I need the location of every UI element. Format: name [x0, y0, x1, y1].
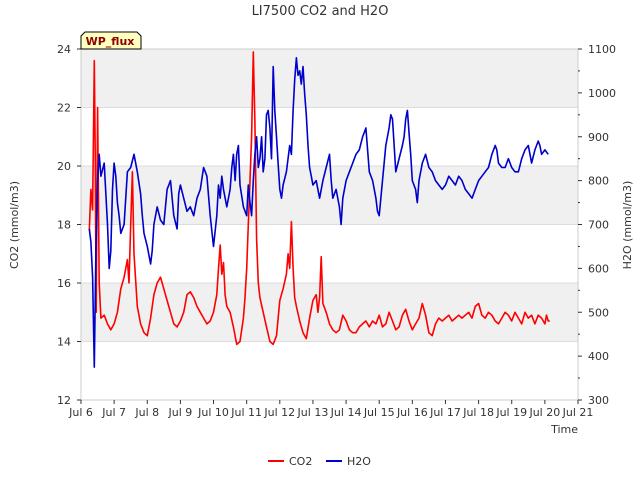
y-right-tick-label: 500 — [588, 306, 609, 319]
y-right-tick-label: 900 — [588, 131, 609, 144]
grid-bands — [81, 48, 578, 401]
y-axis-right-label: H2O (mmol/m3) — [621, 181, 634, 270]
series-line-h2o — [88, 57, 549, 368]
x-tick-label: Jul 9 — [168, 406, 193, 419]
y-left-tick-label: 24 — [57, 43, 71, 56]
y-right-tick-label: 300 — [588, 394, 609, 407]
y-left-tick-label: 20 — [57, 160, 71, 173]
legend-label-co2: CO2 — [289, 455, 312, 468]
y-axis-left: 12 14 16 18 20 22 24 — [57, 43, 81, 407]
x-tick-label: Jul 15 — [363, 406, 395, 419]
series-line-co2 — [88, 51, 550, 346]
y-right-tick-label: 1000 — [588, 87, 616, 100]
legend: CO2 H2O — [268, 455, 371, 468]
x-tick-label: Jul 14 — [330, 406, 362, 419]
y-right-tick-label: 1100 — [588, 43, 616, 56]
y-left-tick-label: 18 — [57, 219, 71, 232]
grid-band — [81, 283, 578, 342]
x-tick-label: Jul 11 — [230, 406, 262, 419]
badge-background — [80, 31, 142, 50]
x-tick-label: Jul 16 — [396, 406, 428, 419]
grid-band — [81, 49, 578, 108]
y-left-tick-label: 12 — [57, 394, 71, 407]
x-tick-label: Jul 8 — [134, 406, 159, 419]
y-left-tick-label: 16 — [57, 277, 71, 290]
x-tick-label: Jul 13 — [297, 406, 329, 419]
x-tick-label: Jul 18 — [462, 406, 494, 419]
y-left-tick-label: 14 — [57, 336, 71, 349]
y-right-tick-label: 600 — [588, 262, 609, 275]
y-axis-left-label: CO2 (mmol/m3) — [8, 181, 21, 269]
x-tick-label: Jul 6 — [68, 406, 93, 419]
x-tick-label: Jul 17 — [429, 406, 461, 419]
x-tick-label: Jul 10 — [197, 406, 229, 419]
x-tick-label: Jul 20 — [528, 406, 560, 419]
y-right-tick-label: 700 — [588, 219, 609, 232]
chart-title: LI7500 CO2 and H2O — [252, 4, 389, 19]
y-right-tick-label: 800 — [588, 175, 609, 188]
y-left-tick-label: 22 — [57, 102, 71, 115]
series-layer — [88, 51, 550, 368]
x-axis-label: Time — [550, 423, 578, 436]
x-tick-label: Jul 21 — [562, 406, 594, 419]
legend-label-h2o: H2O — [347, 455, 371, 468]
x-tick-label: Jul 19 — [495, 406, 527, 419]
x-tick-label: Jul 7 — [101, 406, 126, 419]
badge-label: WP_flux — [86, 35, 135, 48]
y-right-tick-label: 400 — [588, 350, 609, 363]
x-tick-label: Jul 12 — [263, 406, 295, 419]
grid-band — [81, 166, 578, 225]
badge: WP_flux — [80, 31, 142, 50]
x-axis: Jul 6 Jul 7 Jul 8 Jul 9 Jul 10 Jul 11 Jul 12 Ju… — [68, 400, 593, 419]
y-axis-right: 300 400 500 600 700 800 900 1000 1100 — [578, 43, 616, 407]
